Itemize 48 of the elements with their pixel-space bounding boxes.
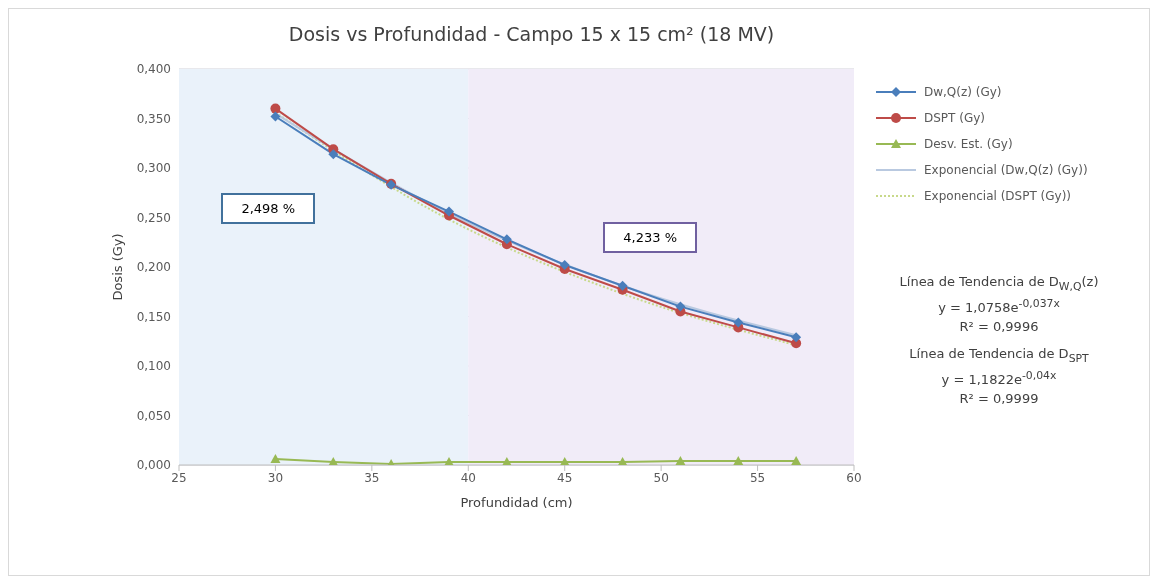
x-tick-label: 50	[653, 470, 669, 485]
x-tick-label: 25	[171, 470, 187, 485]
point	[675, 456, 686, 465]
point	[444, 206, 454, 217]
point	[733, 317, 744, 328]
text: Línea de Tendencia de D$_{W,Q}$(z)	[898, 274, 1100, 293]
point	[733, 456, 744, 465]
y-axis-title: Dosis (Gy)	[109, 233, 125, 301]
point	[675, 301, 686, 312]
legend-label: Exponencial (DSPT (Gy))	[924, 189, 1072, 203]
x-tick-label: 35	[364, 470, 380, 485]
point	[270, 454, 281, 464]
legend-label: Exponencial (Dw,Q(z) (Gy))	[924, 163, 1088, 177]
text: R² = 0,9999	[958, 390, 1040, 406]
point	[617, 280, 628, 291]
point	[270, 111, 281, 122]
x-tick-label: 60	[846, 470, 862, 485]
x-tick-label: 30	[267, 470, 284, 485]
y-tick-label: 0,150	[136, 309, 171, 324]
point	[328, 457, 339, 465]
text: y = 1,0758e$^{-0,037x}$	[937, 296, 1061, 315]
y-tick-label: 0,050	[136, 408, 171, 423]
point	[791, 456, 802, 465]
point	[791, 332, 802, 343]
text: R² = 0,9996	[958, 318, 1040, 334]
y-tick-label: 0,300	[136, 161, 171, 176]
x-axis-title: Profundidad (cm)	[460, 495, 573, 510]
text: Línea de Tendencia de D$_{SPT}$	[908, 345, 1090, 365]
point	[501, 234, 512, 245]
point	[559, 457, 570, 465]
legend-label: Desv. Est. (Gy)	[924, 137, 1013, 151]
legend-label: Dw,Q(z) (Gy)	[924, 85, 1002, 99]
annotation: 4,233 %	[603, 222, 697, 254]
point	[270, 103, 281, 114]
text: y = 1,1822e$^{-0,04x}$	[940, 368, 1058, 387]
legend-label: DSPT (Gy)	[924, 111, 986, 125]
x-tick-label: 55	[749, 470, 766, 485]
y-tick-label: 0,200	[136, 260, 171, 275]
y-tick-label: 0,000	[136, 458, 171, 473]
y-tick-label: 0,350	[136, 111, 171, 126]
x-tick-label: 45	[557, 470, 573, 485]
y-tick-label: 0,100	[136, 359, 171, 374]
y-tick-label: 0,400	[136, 62, 171, 77]
y-tick-label: 0,250	[136, 210, 171, 225]
chart-title: Dosis vs Profundidad - Campo 15 x 15 cm² (18 MV)	[287, 23, 776, 45]
x-tick-label: 40	[460, 470, 476, 485]
point	[328, 149, 339, 160]
annotation: 2,498 %	[221, 192, 316, 224]
